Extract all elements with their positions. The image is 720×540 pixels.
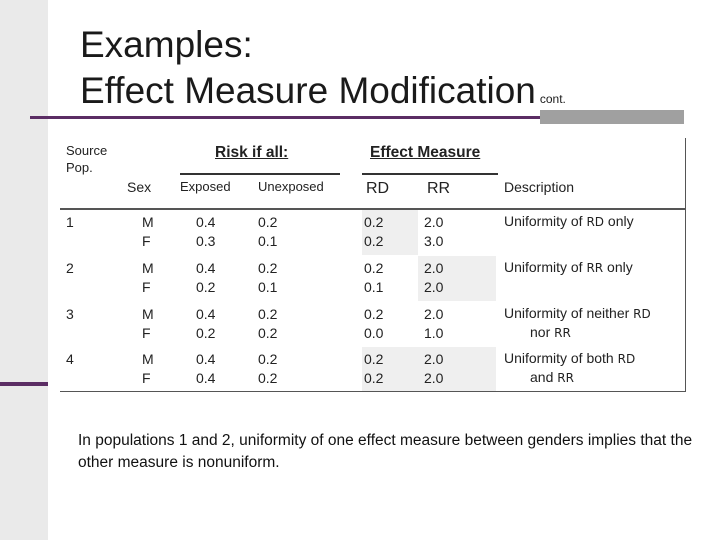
risk-underline	[180, 173, 340, 175]
description: Uniformity of RD only	[504, 212, 634, 232]
desc-text: Uniformity of neither	[504, 305, 634, 321]
exposed-f: 0.3	[196, 233, 216, 249]
table-frame	[60, 138, 686, 392]
pop-number: 3	[66, 306, 74, 322]
shade-rd-1	[362, 210, 418, 255]
sex-f: F	[142, 325, 151, 341]
side-accent	[0, 382, 48, 386]
unexposed-f: 0.1	[258, 233, 278, 249]
sex-f: F	[142, 233, 151, 249]
header-divider	[60, 208, 686, 210]
footer-note: In populations 1 and 2, uniformity of on…	[78, 432, 693, 471]
title-rule-box	[540, 110, 684, 124]
desc-measure: RR	[554, 326, 571, 340]
title-main: Effect Measure Modification	[80, 70, 536, 111]
exposed-m: 0.4	[196, 214, 216, 230]
pop-number: 1	[66, 214, 74, 230]
effect-underline	[362, 173, 498, 175]
shade-rr-2	[418, 256, 496, 301]
side-bar	[0, 0, 48, 540]
source-pop-label: Source Pop.	[66, 143, 108, 175]
exposed-m: 0.4	[196, 351, 216, 367]
desc-text: Uniformity of	[504, 259, 587, 275]
rr-m: 2.0	[424, 351, 444, 367]
sex-m: M	[142, 214, 154, 230]
exposed-f: 0.4	[196, 370, 216, 386]
rd-m: 0.2	[364, 306, 384, 322]
unexposed-m: 0.2	[258, 306, 278, 322]
unexposed-f: 0.2	[258, 370, 278, 386]
description: Uniformity of both RD	[504, 349, 635, 369]
title-rule	[30, 116, 684, 119]
sex-m: M	[142, 260, 154, 276]
col-unexposed: Unexposed	[258, 179, 324, 194]
unexposed-m: 0.2	[258, 351, 278, 367]
unexposed-m: 0.2	[258, 214, 278, 230]
desc-text: Uniformity of both	[504, 350, 618, 366]
rr-f: 1.0	[424, 325, 444, 341]
rd-m: 0.2	[364, 260, 384, 276]
exposed-m: 0.4	[196, 260, 216, 276]
title-suffix: cont.	[539, 92, 566, 106]
sex-f: F	[142, 370, 151, 386]
unexposed-f: 0.2	[258, 325, 278, 341]
desc-measure: RR	[586, 261, 604, 275]
col-description: Description	[504, 179, 575, 195]
sex-m: M	[142, 306, 154, 322]
col-sex: Sex	[127, 179, 152, 195]
col-rr: RR	[427, 180, 451, 197]
desc-measure: RD	[617, 352, 636, 366]
rd-f: 0.0	[364, 325, 384, 341]
desc-measure: RD	[586, 215, 605, 229]
rd-m: 0.2	[364, 214, 384, 230]
desc-text: and	[530, 369, 558, 385]
rr-f: 2.0	[424, 370, 444, 386]
pop-number: 2	[66, 260, 74, 276]
rd-f: 0.2	[364, 233, 384, 249]
description-line-2: and RR	[530, 368, 574, 388]
description: Uniformity of neither RD	[504, 304, 651, 324]
rr-f: 3.0	[424, 233, 444, 249]
rd-f: 0.2	[364, 370, 384, 386]
desc-text: nor	[530, 324, 555, 340]
exposed-f: 0.2	[196, 325, 216, 341]
slide-title: Examples: Effect Measure Modification con…	[80, 22, 566, 122]
description-line-2: nor RR	[530, 323, 571, 343]
desc-measure: RR	[557, 371, 574, 385]
rr-m: 2.0	[424, 214, 444, 230]
title-line-1: Examples:	[80, 24, 253, 65]
description: Uniformity of RR only	[504, 258, 633, 278]
exposed-f: 0.2	[196, 279, 216, 295]
risk-header: Risk if all:	[215, 144, 289, 161]
desc-tail: only	[604, 213, 634, 229]
desc-tail: only	[603, 259, 633, 275]
col-rd: RD	[366, 180, 390, 197]
sex-f: F	[142, 279, 151, 295]
pop-number: 4	[66, 351, 74, 367]
rr-f: 2.0	[424, 279, 444, 295]
unexposed-m: 0.2	[258, 260, 278, 276]
rd-f: 0.1	[364, 279, 384, 295]
desc-measure: RD	[633, 307, 651, 321]
effect-measure-header: Effect Measure	[370, 144, 481, 161]
shade-row-4	[362, 347, 496, 391]
rr-m: 2.0	[424, 306, 444, 322]
col-exposed: Exposed	[180, 179, 231, 194]
rr-m: 2.0	[424, 260, 444, 276]
exposed-m: 0.4	[196, 306, 216, 322]
rd-m: 0.2	[364, 351, 384, 367]
sex-m: M	[142, 351, 154, 367]
unexposed-f: 0.1	[258, 279, 278, 295]
desc-text: Uniformity of	[504, 213, 587, 229]
title-line-2: Effect Measure Modification cont.	[80, 68, 566, 122]
